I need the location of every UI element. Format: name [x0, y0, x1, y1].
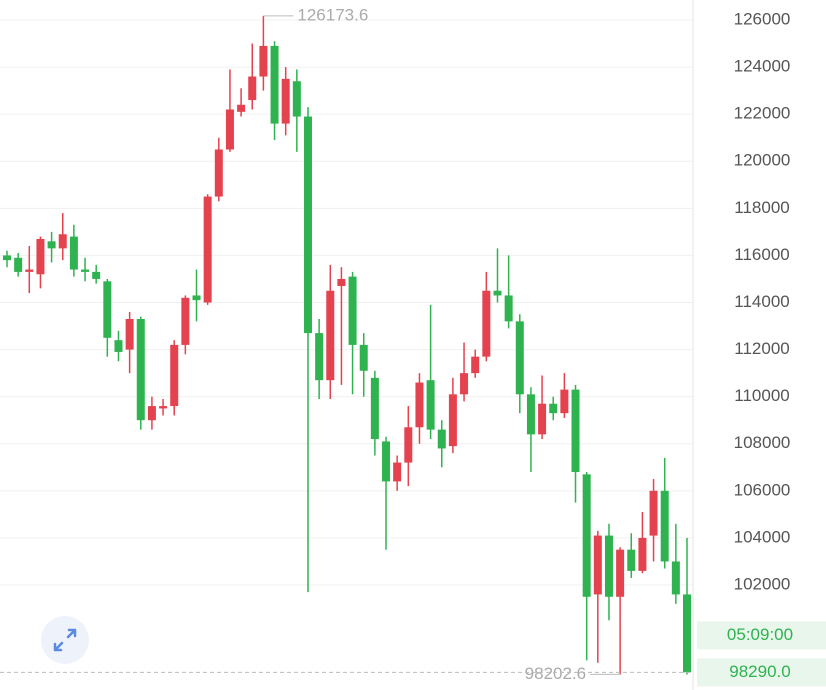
candle-body — [14, 257, 23, 272]
candle-body — [415, 382, 424, 428]
candle-body — [627, 549, 636, 571]
candle-body — [604, 535, 613, 597]
y-tick-label: 124000 — [734, 57, 791, 76]
expand-bg — [41, 616, 89, 664]
candle-body — [281, 78, 290, 124]
y-tick-label: 120000 — [734, 151, 791, 170]
candle-body — [36, 238, 45, 275]
candle-body — [181, 297, 190, 345]
candle-body — [515, 321, 524, 395]
candle-body — [582, 474, 591, 597]
countdown-tag — [697, 621, 826, 650]
candle-body — [303, 116, 312, 334]
expand-icon — [53, 628, 77, 652]
candle-body — [58, 234, 67, 249]
candle-body — [560, 389, 569, 414]
annotation-label: 98202.6 — [525, 664, 586, 683]
candle-body — [493, 290, 502, 296]
candle-body — [103, 281, 112, 338]
y-tick-label: 126000 — [734, 9, 791, 28]
y-tick-label: 112000 — [734, 339, 789, 358]
candle-body — [616, 549, 625, 597]
candle-body — [147, 406, 156, 421]
candle-body — [136, 318, 145, 421]
candle-body — [326, 290, 335, 381]
y-tick-label: 106000 — [734, 480, 791, 499]
candle-body — [114, 340, 123, 352]
candle-body — [337, 278, 346, 287]
y-tick-label: 110000 — [734, 386, 789, 405]
candle-body — [437, 429, 446, 449]
candle-body — [315, 333, 324, 381]
candle-body — [81, 269, 90, 272]
candle-body — [404, 427, 413, 463]
candle-body — [159, 406, 168, 409]
candle-body — [203, 196, 212, 303]
candle-body — [649, 490, 658, 536]
candle-body — [292, 81, 301, 117]
candle-body — [192, 295, 201, 301]
candle-body — [25, 269, 34, 272]
candle-body — [482, 290, 491, 357]
y-tick-label: 116000 — [734, 245, 789, 264]
candle-body — [3, 255, 11, 261]
candle-body — [448, 394, 457, 447]
candle-body — [214, 149, 223, 197]
y-tick-label: 102000 — [734, 574, 791, 593]
candle-body — [426, 380, 435, 430]
annotation-label: 126173.6 — [297, 5, 368, 24]
candle-body — [538, 403, 547, 435]
candle-body — [348, 276, 357, 345]
candle-body — [526, 394, 535, 435]
candle-body — [504, 295, 513, 322]
candle-body — [660, 490, 669, 562]
candle-body — [571, 389, 580, 473]
last-price-label: 98290.0 — [729, 662, 790, 681]
candle-body — [370, 377, 379, 440]
y-tick-label: 114000 — [734, 292, 789, 311]
candle-body — [382, 441, 391, 482]
candle-body — [125, 318, 134, 350]
candle-body — [471, 356, 480, 374]
candle-body — [593, 535, 602, 595]
candle-body — [259, 45, 268, 77]
candle-body — [683, 594, 691, 673]
countdown-label: 05:09:00 — [727, 625, 793, 644]
candle-body — [270, 45, 279, 124]
candle-body — [248, 76, 257, 101]
candle-body — [638, 537, 647, 571]
y-tick-label: 118000 — [734, 198, 789, 217]
y-tick-label: 108000 — [734, 433, 791, 452]
candle-body — [69, 236, 78, 270]
candle-body — [225, 109, 234, 150]
last-price-tag — [697, 658, 826, 687]
candle-body — [47, 241, 56, 249]
y-tick-label: 122000 — [734, 104, 791, 123]
candle-body — [237, 104, 246, 112]
candle-body — [92, 271, 101, 279]
candle-body — [671, 561, 680, 595]
candle-body — [393, 462, 402, 482]
y-tick-label: 104000 — [734, 527, 791, 546]
candle-body — [170, 344, 179, 407]
candle-body — [549, 403, 558, 414]
candle-body — [359, 344, 368, 371]
expand-button[interactable] — [41, 616, 89, 664]
candle-body — [460, 373, 469, 395]
